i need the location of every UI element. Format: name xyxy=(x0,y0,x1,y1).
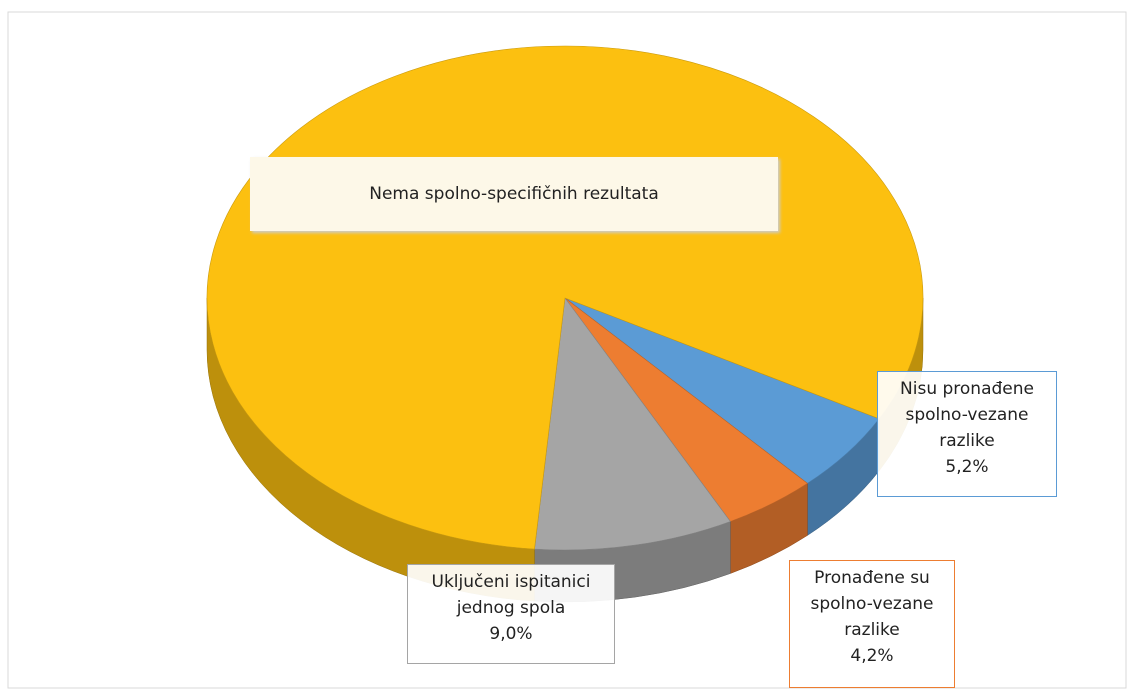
value-label: 9,0% xyxy=(489,624,533,644)
label-box: Pronađene su spolno-vezane razlike 4,2% xyxy=(789,560,955,688)
slice xyxy=(534,297,731,551)
chart-frame xyxy=(7,11,1127,689)
label-box: Nema spolno-specifičnih rezultata xyxy=(250,157,778,231)
slice-label: Nema spolno-specifičnih rezultata xyxy=(369,184,659,204)
value-label: 4,2% xyxy=(850,646,894,666)
slice-label: Nisu pronađene spolno-vezane razlike xyxy=(900,379,1034,451)
value-label: 5,2% xyxy=(945,457,989,477)
slice-label: Pronađene su spolno-vezane razlike xyxy=(810,568,934,640)
slice-label: Uključeni ispitanici jednog spola xyxy=(431,572,591,618)
label-box: Uključeni ispitanici jednog spola 9,0% xyxy=(407,564,615,664)
label-box: Nisu pronađene spolno-vezane razlike 5,2% xyxy=(877,371,1057,497)
